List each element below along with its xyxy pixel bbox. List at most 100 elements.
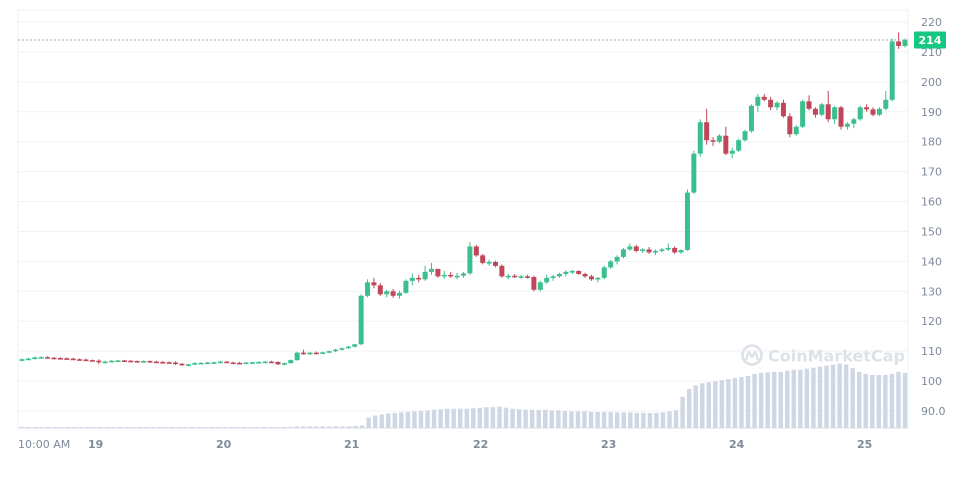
candle[interactable]	[288, 360, 294, 364]
candle[interactable]	[838, 107, 844, 127]
candle[interactable]	[614, 256, 620, 262]
candle[interactable]	[102, 361, 108, 364]
candle[interactable]	[793, 126, 799, 135]
candle[interactable]	[819, 104, 825, 115]
candle[interactable]	[416, 277, 422, 280]
candle[interactable]	[294, 352, 300, 361]
candle[interactable]	[768, 99, 774, 108]
candle[interactable]	[492, 261, 498, 266]
candle[interactable]	[518, 276, 524, 278]
candle[interactable]	[864, 107, 870, 110]
candle[interactable]	[179, 363, 185, 366]
candle[interactable]	[761, 96, 767, 100]
candle[interactable]	[486, 261, 492, 264]
candle[interactable]	[659, 249, 665, 252]
candle[interactable]	[365, 282, 371, 296]
candle[interactable]	[147, 361, 153, 363]
candle[interactable]	[806, 101, 812, 109]
candle[interactable]	[544, 277, 550, 283]
candle[interactable]	[480, 255, 486, 263]
candle[interactable]	[902, 39, 908, 46]
candle[interactable]	[384, 291, 390, 295]
candle[interactable]	[326, 351, 332, 353]
candle[interactable]	[851, 119, 857, 124]
candle[interactable]	[588, 276, 594, 280]
candle[interactable]	[569, 270, 575, 273]
candle[interactable]	[262, 361, 268, 364]
candle[interactable]	[121, 360, 127, 363]
candle[interactable]	[70, 358, 76, 361]
candle[interactable]	[397, 292, 403, 296]
candle[interactable]	[454, 275, 460, 278]
candle[interactable]	[211, 362, 217, 364]
candle[interactable]	[269, 361, 275, 364]
candle[interactable]	[249, 362, 255, 364]
candle[interactable]	[627, 246, 633, 250]
candle[interactable]	[198, 362, 204, 365]
candle[interactable]	[333, 349, 339, 352]
candle[interactable]	[832, 107, 838, 120]
candle[interactable]	[243, 362, 249, 365]
candle[interactable]	[128, 360, 134, 363]
candle[interactable]	[77, 359, 83, 361]
candle[interactable]	[742, 131, 748, 141]
candle[interactable]	[812, 108, 818, 115]
candle[interactable]	[531, 276, 537, 290]
candle[interactable]	[787, 116, 793, 135]
candle[interactable]	[237, 362, 243, 365]
candle[interactable]	[352, 344, 358, 347]
candle[interactable]	[646, 249, 652, 253]
candle[interactable]	[377, 285, 383, 295]
candle[interactable]	[153, 361, 159, 364]
candle[interactable]	[448, 274, 454, 277]
candle[interactable]	[89, 360, 95, 362]
candle[interactable]	[57, 358, 63, 360]
candle[interactable]	[800, 101, 806, 127]
candle[interactable]	[870, 109, 876, 115]
candle[interactable]	[275, 361, 281, 365]
candle[interactable]	[45, 357, 51, 359]
candle[interactable]	[224, 361, 230, 364]
candle[interactable]	[115, 360, 121, 363]
candle[interactable]	[320, 352, 326, 354]
candle[interactable]	[467, 246, 473, 274]
candle[interactable]	[358, 295, 364, 345]
candle[interactable]	[691, 153, 697, 193]
candle[interactable]	[537, 282, 543, 290]
candle[interactable]	[505, 275, 511, 278]
candle[interactable]	[582, 273, 588, 277]
candle[interactable]	[716, 135, 722, 142]
candle[interactable]	[678, 250, 684, 253]
candle[interactable]	[51, 357, 57, 360]
candle[interactable]	[441, 274, 447, 277]
candle[interactable]	[339, 348, 345, 350]
candle[interactable]	[723, 135, 729, 154]
candle[interactable]	[576, 270, 582, 274]
candle[interactable]	[473, 246, 479, 256]
candle[interactable]	[109, 360, 115, 363]
candle[interactable]	[25, 358, 31, 361]
candle[interactable]	[19, 359, 25, 361]
candle[interactable]	[774, 102, 780, 108]
candle[interactable]	[883, 99, 889, 109]
candle[interactable]	[230, 362, 236, 365]
candle[interactable]	[563, 271, 569, 274]
candle[interactable]	[217, 361, 223, 364]
candle[interactable]	[704, 122, 710, 141]
candle[interactable]	[160, 361, 166, 364]
candle[interactable]	[665, 247, 671, 250]
candle[interactable]	[390, 291, 396, 296]
candle[interactable]	[307, 352, 313, 355]
candle[interactable]	[736, 140, 742, 151]
candle[interactable]	[371, 282, 377, 286]
candle[interactable]	[889, 41, 895, 100]
candle[interactable]	[422, 271, 428, 280]
candle[interactable]	[595, 277, 601, 280]
candle[interactable]	[601, 267, 607, 278]
candle[interactable]	[345, 346, 351, 349]
candle[interactable]	[461, 273, 466, 276]
candle[interactable]	[32, 357, 38, 360]
candle[interactable]	[192, 363, 198, 365]
candle[interactable]	[633, 246, 639, 251]
candle[interactable]	[710, 140, 716, 142]
